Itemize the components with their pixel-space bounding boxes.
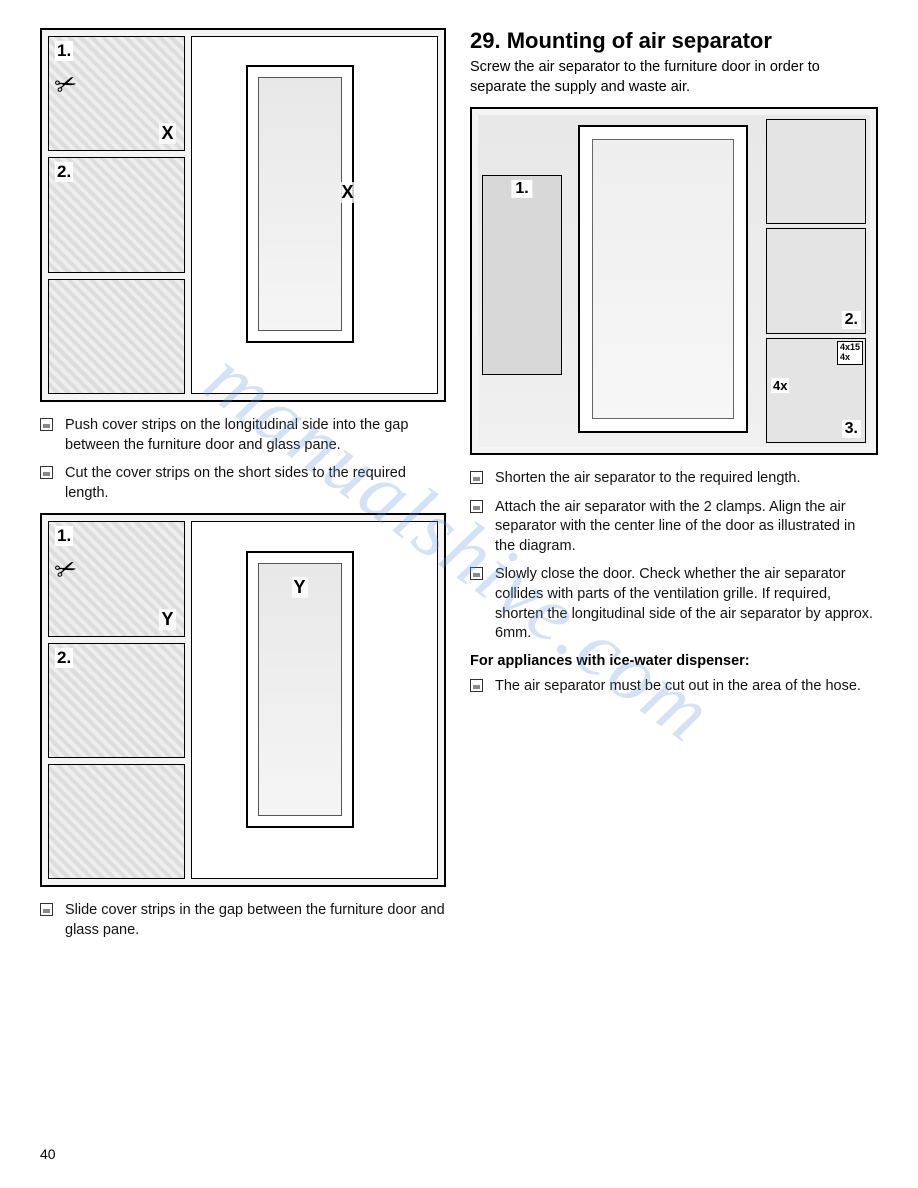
bullet-icon [470,679,483,692]
bullet-list-d: The air separator must be cut out in the… [470,677,878,697]
list-item: Slowly close the door. Check whether the… [470,565,878,643]
bullet-text: Shorten the air separator to the require… [495,469,801,489]
scissors-icon: ✂ [50,551,81,588]
list-item: Cut the cover strips on the short sides … [40,464,446,503]
step-number: 1. [55,41,73,61]
bullet-icon [40,418,53,431]
figure-callout-2: 2. [766,228,866,333]
figure-step-extra [48,764,185,879]
list-item: The air separator must be cut out in the… [470,677,878,697]
step-number: 3. [842,420,861,438]
quantity-label: 4x [771,378,789,393]
bullet-text: Cut the cover strips on the short sides … [65,464,446,503]
figure-right-callouts: 2. 4x15 4x 4x 3. [766,119,866,443]
figure-door-panel: X [191,36,439,394]
step-number: 2. [842,311,861,329]
figure-step-2: 2. [48,643,185,758]
list-item: Slide cover strips in the gap between th… [40,901,446,940]
figure-inset-1: 1. [482,175,562,375]
section-heading: 29. Mounting of air separator [470,28,878,54]
bullet-text: The air separator must be cut out in the… [495,677,861,697]
screw-size: 4x15 [840,342,860,352]
bullet-list-c: Shorten the air separator to the require… [470,469,878,644]
bullet-text: Slide cover strips in the gap between th… [65,901,446,940]
figure-step-extra [48,279,185,394]
scissors-icon: ✂ [50,66,81,103]
figure-air-separator: 1. 2. 4x15 4x 4x 3. [470,107,878,455]
figure-cover-strips-y: 1. ✂ Y 2. Y [40,513,446,887]
dimension-label-y: Y [159,609,175,630]
page-number: 40 [40,1146,56,1162]
dimension-label-x: X [340,182,356,203]
list-item: Push cover strips on the longitudinal si… [40,416,446,455]
figure-step-1: 1. ✂ X [48,36,185,151]
dimension-label-x: X [159,123,175,144]
figure-callout-top [766,119,866,224]
subsection-heading: For appliances with ice-water dispenser: [470,653,878,669]
left-column: 1. ✂ X 2. X [40,28,446,949]
bullet-text: Push cover strips on the longitudinal si… [65,416,446,455]
section-intro: Screw the air separator to the furniture… [470,58,878,97]
list-item: Shorten the air separator to the require… [470,469,878,489]
bullet-text: Attach the air separator with the 2 clam… [495,498,878,557]
dimension-label-y: Y [291,577,307,598]
step-number: 1. [511,180,532,198]
screw-qty: 4x [840,352,850,362]
figure-callout-3: 4x15 4x 4x 3. [766,338,866,443]
figure-door-panel: Y [191,521,439,879]
figure-step-2: 2. [48,157,185,272]
bullet-icon [470,471,483,484]
bullet-text: Slowly close the door. Check whether the… [495,565,878,643]
figure-door [578,125,748,433]
list-item: Attach the air separator with the 2 clam… [470,498,878,557]
step-number: 1. [55,526,73,546]
step-number: 2. [55,162,73,182]
page-columns: 1. ✂ X 2. X [40,28,878,949]
bullet-icon [470,567,483,580]
bullet-list-a: Push cover strips on the longitudinal si… [40,416,446,503]
screw-spec-tag: 4x15 4x [837,341,863,365]
bullet-icon [40,466,53,479]
figure-step-1: 1. ✂ Y [48,521,185,636]
figure-cover-strips-x: 1. ✂ X 2. X [40,28,446,402]
bullet-list-b: Slide cover strips in the gap between th… [40,901,446,940]
bullet-icon [40,903,53,916]
right-column: 29. Mounting of air separator Screw the … [470,28,878,949]
bullet-icon [470,500,483,513]
step-number: 2. [55,648,73,668]
